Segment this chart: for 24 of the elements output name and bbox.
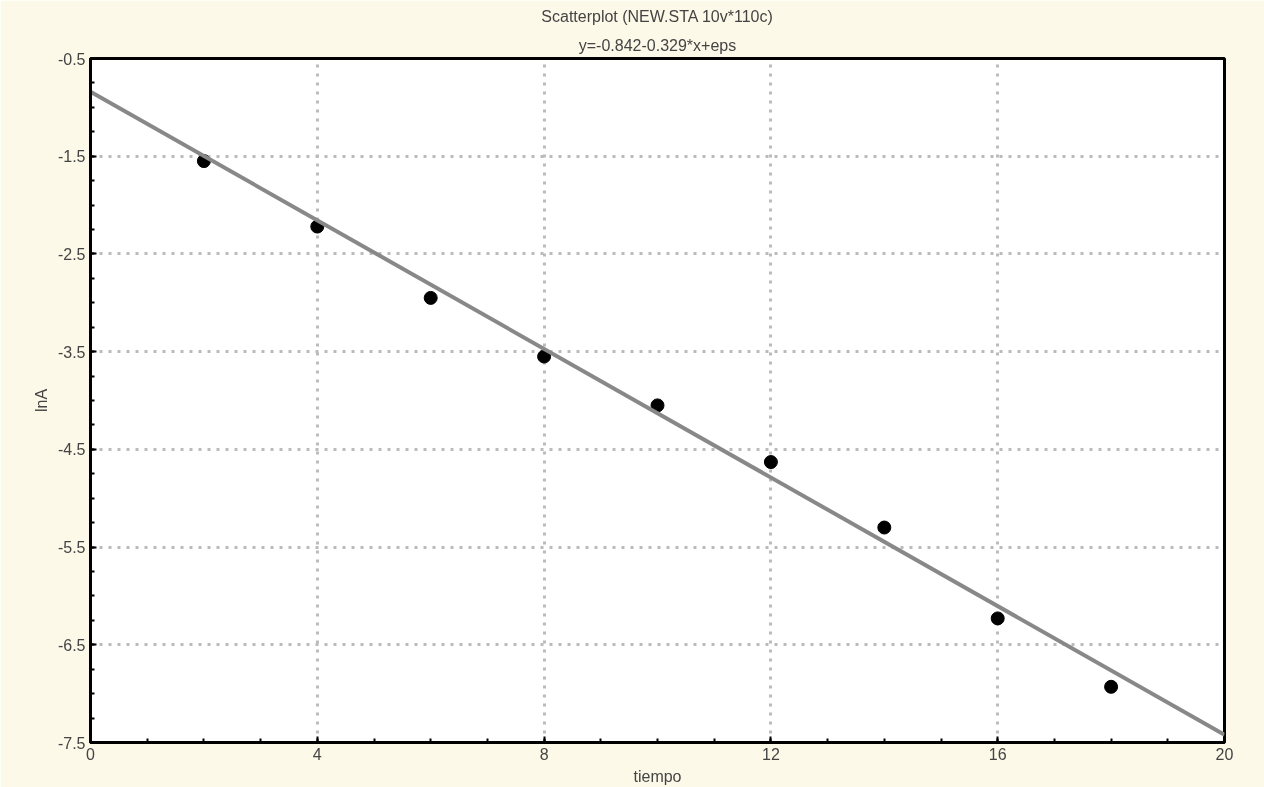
y-tick-label: -5.5 <box>57 539 86 557</box>
point <box>877 520 892 535</box>
x-tick-label: 0 <box>86 745 96 763</box>
y-tick-label: -7.5 <box>57 734 86 752</box>
chart-title: Scatterplot (NEW.STA 10v*110c) <box>541 7 773 25</box>
y-tick-label: -4.5 <box>57 441 86 459</box>
x-tick-label: 20 <box>1215 745 1234 763</box>
y-tick-label: -6.5 <box>57 636 86 654</box>
x-tick-label: 8 <box>539 745 549 763</box>
y-axis-title: lnA <box>32 388 50 413</box>
chart-subtitle: y=-0.842-0.329*x+eps <box>578 36 737 54</box>
x-tick-label: 16 <box>988 745 1007 763</box>
y-tick-label: -2.5 <box>57 245 86 263</box>
point <box>423 290 438 305</box>
y-tick-label: -0.5 <box>57 50 86 68</box>
y-tick-label: -3.5 <box>57 343 86 361</box>
x-tick-label: 4 <box>312 745 322 763</box>
point <box>650 398 665 413</box>
y-tick-label: -1.5 <box>57 148 86 166</box>
x-axis-title: tiempo <box>633 767 682 785</box>
point <box>1104 679 1119 694</box>
point <box>763 455 778 470</box>
x-tick-label: 12 <box>762 745 780 763</box>
point <box>990 611 1005 626</box>
